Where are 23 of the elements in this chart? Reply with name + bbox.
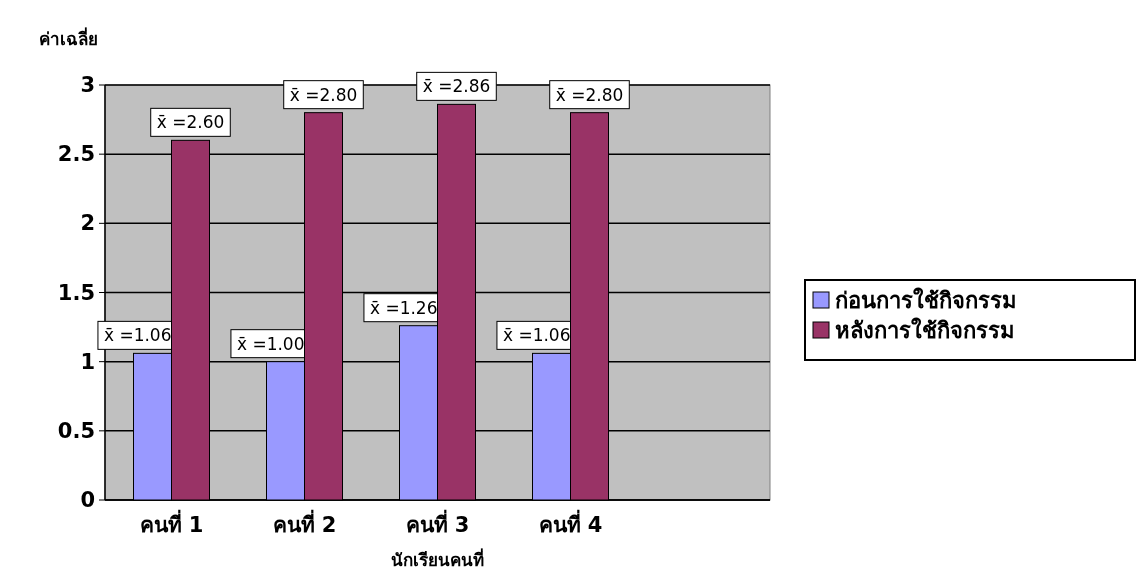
data-label: x̄ =1.06 (502, 325, 571, 346)
x-tick-label: คนที่ 4 (538, 509, 603, 537)
legend-label: หลังการใช้กิจกรรม (835, 317, 1015, 343)
y-tick-label: 3 (80, 73, 95, 97)
data-label: x̄ =1.26 (369, 297, 438, 318)
x-tick-label: คนที่ 3 (405, 509, 470, 537)
y-axis-title: ค่าเฉลี่ย (38, 27, 98, 49)
data-label: x̄ =2.80 (555, 84, 624, 105)
y-tick-label: 0.5 (57, 418, 95, 443)
data-label: x̄ =2.60 (156, 112, 225, 133)
y-tick-label: 1.5 (57, 280, 95, 305)
x-axis-title: นักเรียนคนที่ (391, 548, 484, 570)
y-tick-label: 1 (80, 349, 95, 374)
data-label: x̄ =1.00 (236, 333, 305, 354)
legend-label: ก่อนการใช้กิจกรรม (835, 287, 1017, 313)
x-tick-label: คนที่ 2 (272, 509, 337, 537)
x-tick-label: คนที่ 1 (139, 509, 204, 537)
y-tick-label: 2 (80, 211, 95, 236)
data-label: x̄ =2.86 (422, 76, 491, 97)
y-tick-label: 2.5 (57, 142, 95, 167)
data-label: x̄ =1.06 (103, 325, 172, 346)
y-tick-label: 0 (80, 488, 95, 512)
data-label: x̄ =2.80 (289, 84, 358, 105)
